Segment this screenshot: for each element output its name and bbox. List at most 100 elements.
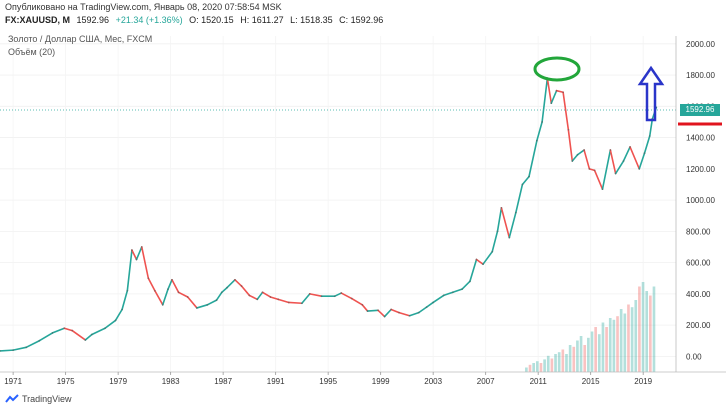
- price-change: +21.34 (+1.36%): [115, 15, 183, 25]
- price-point: [12, 349, 15, 352]
- price-point: [25, 346, 28, 349]
- price-point: [593, 169, 596, 172]
- price-segment: [515, 183, 524, 214]
- time-axis[interactable]: 1971 1975 1979 1983 1987 1991 1995 1999 2003 2007…: [4, 372, 653, 386]
- price-point: [90, 333, 93, 336]
- price-point: [377, 309, 379, 312]
- price-point: [583, 149, 586, 151]
- price-segment: [622, 146, 631, 162]
- price-point: [500, 207, 503, 209]
- price-point: [576, 153, 579, 156]
- price-segment: [287, 301, 303, 305]
- price-point: [167, 288, 169, 291]
- price-point: [521, 183, 524, 186]
- volume-bar: [630, 307, 634, 372]
- volume-bar: [561, 349, 565, 372]
- price-segment: [221, 286, 228, 294]
- volume-bar: [608, 318, 612, 372]
- price-tick-label: 1800.00: [686, 71, 715, 80]
- price-point: [496, 230, 499, 233]
- price-segment: [333, 292, 343, 298]
- price-point: [277, 298, 280, 301]
- price-point: [126, 289, 129, 292]
- price-segment: [196, 303, 209, 309]
- price-tick-label: 800.00: [686, 227, 711, 236]
- price-segment: [593, 169, 604, 190]
- price-segment: [308, 293, 323, 298]
- price-point: [432, 301, 435, 304]
- price-segment: [234, 278, 243, 287]
- price-segment: [469, 258, 478, 283]
- price-point: [84, 339, 87, 341]
- price-segment: [417, 306, 428, 314]
- high-value: H: 1611.27: [240, 15, 284, 25]
- price-point: [161, 303, 164, 306]
- price-segment: [601, 149, 612, 190]
- price-segment: [261, 291, 272, 298]
- price-segment: [390, 308, 400, 314]
- price-point: [555, 89, 558, 92]
- price-point: [220, 291, 223, 294]
- volume-bar: [634, 300, 638, 372]
- price-segment: [528, 139, 538, 178]
- price-segment: [167, 278, 173, 290]
- volume-bar: [645, 291, 649, 372]
- price-point: [622, 160, 625, 162]
- price-segment: [186, 296, 198, 309]
- footer-brand[interactable]: TradingView: [5, 394, 72, 404]
- time-tick-label: 1991: [267, 377, 285, 386]
- volume-bar: [565, 354, 568, 372]
- price-point: [491, 250, 494, 253]
- grid-lines: [0, 36, 676, 372]
- price-tick-label: 1000.00: [686, 196, 715, 205]
- price-point: [475, 258, 478, 261]
- price-tick-label: 600.00: [686, 259, 711, 268]
- price-point: [340, 292, 343, 294]
- price-segment: [366, 309, 379, 312]
- price-segment: [177, 291, 189, 298]
- price-point: [114, 319, 117, 322]
- price-segment: [91, 327, 106, 336]
- volume-indicator-label[interactable]: Объём (20): [8, 47, 56, 57]
- price-segment: [361, 303, 369, 312]
- price-segment: [121, 289, 129, 311]
- price-segment: [277, 298, 290, 304]
- price-segment: [301, 293, 311, 305]
- volume-bar: [583, 345, 587, 372]
- volume-bar: [605, 327, 608, 372]
- price-segment: [131, 249, 138, 261]
- low-value: L: 1518.35: [290, 15, 333, 25]
- tradingview-logo-icon: [5, 394, 19, 403]
- price-segment: [248, 294, 259, 301]
- price-point: [104, 327, 106, 330]
- price-point: [71, 329, 74, 332]
- brand-name: TradingView: [22, 394, 72, 404]
- price-segment: [135, 246, 143, 261]
- price-point: [648, 135, 651, 137]
- price-segment: [383, 308, 392, 318]
- price-point: [0, 350, 1, 352]
- price-segment: [491, 230, 499, 253]
- price-axis[interactable]: 2000.001800.001600.001400.001200.001000.…: [686, 40, 715, 362]
- price-tick-label: 400.00: [686, 290, 711, 299]
- price-point: [567, 128, 570, 131]
- price-segment: [546, 77, 553, 104]
- price-point: [320, 295, 323, 298]
- price-segment: [269, 296, 280, 301]
- volume-bar: [590, 331, 594, 372]
- price-point: [177, 291, 180, 294]
- volume-bars: [525, 282, 656, 372]
- price-segment: [425, 301, 434, 308]
- price-point: [442, 294, 445, 297]
- price-segment: [562, 91, 570, 131]
- volume-bar: [543, 359, 546, 372]
- price-point: [234, 278, 236, 281]
- price-point: [153, 289, 156, 292]
- price-point: [390, 308, 393, 311]
- price-segment: [432, 294, 445, 304]
- price-point: [638, 167, 641, 170]
- price-point: [248, 294, 251, 297]
- price-point: [308, 292, 311, 295]
- published-note: Опубликовано на TradingView.com, Январь …: [5, 2, 282, 12]
